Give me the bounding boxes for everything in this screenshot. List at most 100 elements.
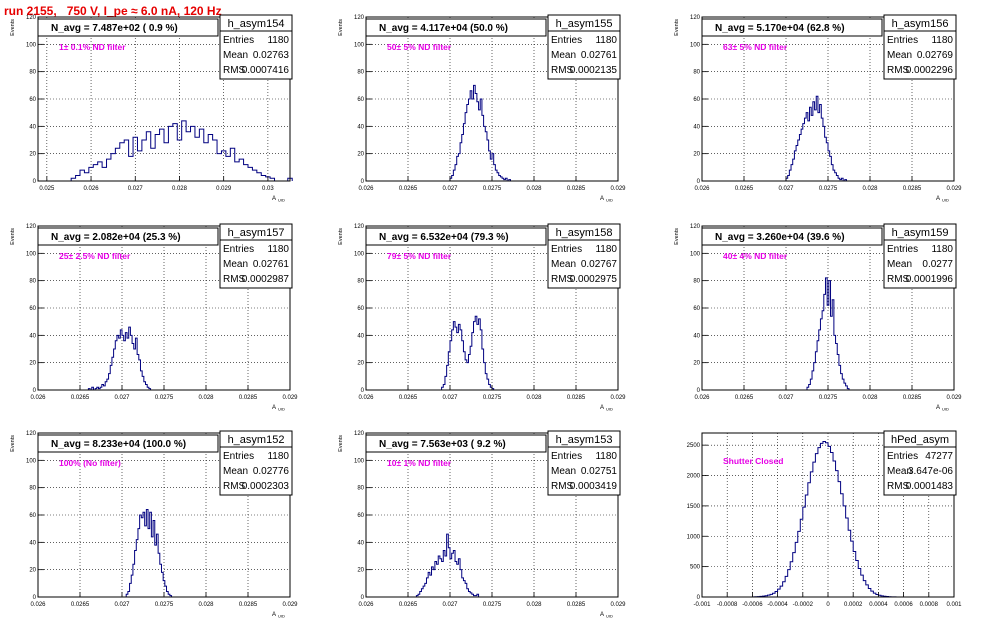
stats-title: h_asym152 <box>228 434 285 446</box>
stats-box <box>547 430 621 496</box>
stats-label: Mean <box>223 50 248 61</box>
stats-box <box>883 430 957 496</box>
y-tick-label: 60 <box>357 306 364 312</box>
y-tick-label: 80 <box>357 279 364 285</box>
navg-label: N_avg = 2.082e+04 (25.3 %) <box>51 232 181 243</box>
x-tick-label: 0.027 <box>128 186 144 192</box>
y-tick-label: 0 <box>33 179 37 185</box>
annotation-label: 25± 2.5% ND filter <box>59 251 131 261</box>
histogram-line <box>70 120 293 182</box>
panel-h_asym153: 0.026 0.0265 0.027 0.0275 0.028 0.0285 0.029 0 2… <box>338 430 626 619</box>
stats-title: h_asym155 <box>556 18 613 30</box>
y-axis-title: Events <box>338 228 344 245</box>
x-tick-label: 0.028 <box>862 395 878 401</box>
stats-label: Mean <box>551 50 576 61</box>
stats-title: h_asym156 <box>892 18 949 30</box>
y-tick-label: 2000 <box>687 474 701 480</box>
navg-box <box>365 434 547 453</box>
run-title: run 2155, 750 V, I_pe ≈ 6.0 nA, 120 Hz <box>4 4 222 18</box>
y-tick-label: 20 <box>29 568 36 574</box>
y-tick-label: 100 <box>354 42 365 48</box>
stats-box <box>219 223 293 289</box>
y-tick-label: 120 <box>26 224 37 230</box>
stats-value: 0.0007416 <box>242 65 290 76</box>
y-tick-label: 100 <box>354 251 365 257</box>
x-tick-label: 0.025 <box>39 186 55 192</box>
navg-label: N_avg = 7.487e+02 ( 0.9 %) <box>51 23 178 34</box>
y-axis-title: Events <box>10 19 16 36</box>
x-tick-label: 0.027 <box>778 186 794 192</box>
histogram-line <box>441 315 495 390</box>
x-tick-label: 0.0265 <box>71 395 90 401</box>
panel-h_asym154: 0.025 0.026 0.027 0.028 0.029 0.03 0 20 40 60 80 10… <box>10 14 293 203</box>
stats-label: Mean <box>887 259 912 270</box>
y-tick-label: 100 <box>690 251 701 257</box>
x-tick-label: 0.0004 <box>869 602 888 608</box>
stats-value: 1180 <box>595 244 617 255</box>
x-tick-label: 0.028 <box>526 186 542 192</box>
stats-label: RMS <box>887 481 910 492</box>
stats-box <box>883 14 957 80</box>
x-tick-label: 0.0275 <box>819 395 838 401</box>
navg-label: N_avg = 8.233e+04 (100.0 %) <box>51 439 186 450</box>
x-tick-label: 0.027 <box>442 602 458 608</box>
x-tick-label: -0.0004 <box>767 602 788 608</box>
stats-title: h_asym157 <box>228 227 285 239</box>
x-tick-label: 0.028 <box>198 602 214 608</box>
stats-value: 0.0002303 <box>242 481 290 492</box>
annotation-label: 63± 5% ND filter <box>723 42 788 52</box>
y-tick-label: 120 <box>26 431 37 437</box>
x-tick-label: 0.027 <box>442 186 458 192</box>
stats-label: RMS <box>223 481 246 492</box>
x-tick-label: 0.0265 <box>71 602 90 608</box>
x-tick-label: 0.029 <box>610 602 626 608</box>
x-tick-label: 0.029 <box>610 186 626 192</box>
x-tick-label: -0.0008 <box>717 602 738 608</box>
x-tick-label: 0.027 <box>114 395 130 401</box>
y-tick-label: 80 <box>29 486 36 492</box>
stats-label: Entries <box>887 451 918 462</box>
annotation-label: 100% (No filter) <box>59 458 121 468</box>
navg-box <box>365 18 547 37</box>
y-tick-label: 20 <box>357 152 364 158</box>
stats-label: RMS <box>551 274 574 285</box>
y-tick-label: 100 <box>26 42 37 48</box>
stats-value: 0.02769 <box>917 50 954 61</box>
stats-value: 0.0002296 <box>906 65 954 76</box>
y-tick-label: 40 <box>29 540 36 546</box>
x-axis-title: A UID <box>600 196 613 203</box>
x-tick-label: 0.0275 <box>155 602 174 608</box>
stats-value: 0.0277 <box>922 259 953 270</box>
x-axis-title: A UID <box>600 612 613 619</box>
x-tick-label: 0.0285 <box>239 602 258 608</box>
navg-label: N_avg = 4.117e+04 (50.0 %) <box>379 23 508 34</box>
stats-label: Entries <box>551 35 582 46</box>
panel-h_asym152: 0.026 0.0265 0.027 0.0275 0.028 0.0285 0.029 0 2… <box>10 430 298 619</box>
stats-label: RMS <box>551 65 574 76</box>
stats-value: 47277 <box>925 451 953 462</box>
stats-label: Entries <box>551 244 582 255</box>
x-tick-label: 0.028 <box>526 602 542 608</box>
annotation-label: 40± 4% ND filter <box>723 251 788 261</box>
y-tick-label: 20 <box>29 152 36 158</box>
x-tick-label: 0.026 <box>30 395 46 401</box>
y-tick-label: 80 <box>357 70 364 76</box>
y-tick-label: 0 <box>361 595 365 601</box>
y-tick-label: 60 <box>693 306 700 312</box>
stats-value: 1180 <box>595 35 617 46</box>
x-tick-label: 0.0265 <box>399 602 418 608</box>
y-tick-label: 80 <box>29 70 36 76</box>
y-tick-label: 1000 <box>687 534 701 540</box>
y-tick-label: 120 <box>354 224 365 230</box>
stats-value: 1180 <box>267 451 289 462</box>
x-tick-label: 0.029 <box>216 186 232 192</box>
x-tick-label: 0.0275 <box>483 395 502 401</box>
stats-box <box>547 14 621 80</box>
stats-box <box>219 14 293 80</box>
x-tick-label: 0.026 <box>694 186 710 192</box>
stats-value: 0.0002987 <box>242 274 290 285</box>
histogram-line <box>806 277 850 390</box>
navg-box <box>701 18 883 37</box>
stats-value: 0.0002135 <box>570 65 618 76</box>
x-tick-label: 0.0285 <box>567 186 586 192</box>
